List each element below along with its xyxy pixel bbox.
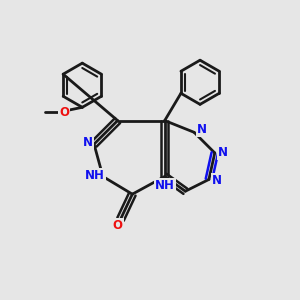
- Text: N: N: [212, 174, 222, 188]
- Text: NH: NH: [85, 169, 105, 182]
- Text: NH: NH: [155, 179, 175, 192]
- Text: N: N: [218, 146, 228, 159]
- Text: N: N: [196, 123, 206, 136]
- Text: N: N: [82, 136, 93, 149]
- Text: O: O: [59, 106, 69, 119]
- Text: O: O: [112, 219, 123, 232]
